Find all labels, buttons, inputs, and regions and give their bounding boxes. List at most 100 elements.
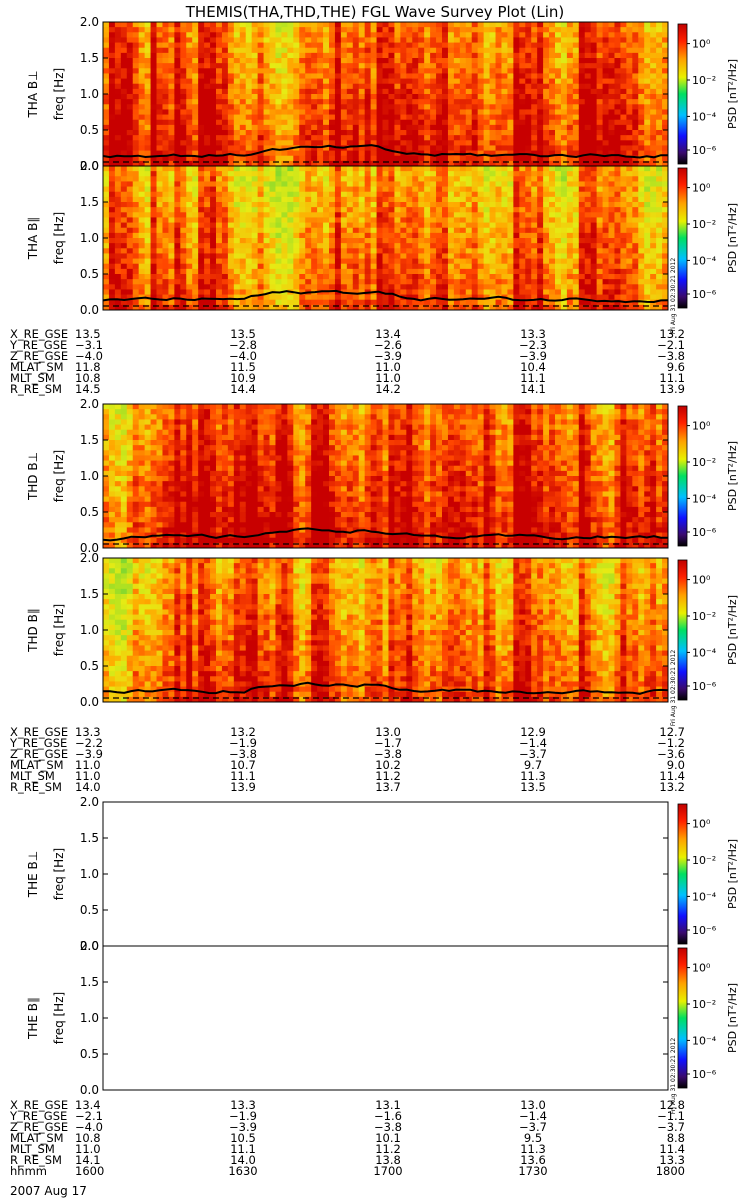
heatmap-cell: [132, 299, 140, 306]
heatmap-cell: [489, 124, 496, 131]
heatmap-cell: [412, 181, 419, 187]
heatmap-cell: [388, 42, 395, 49]
heatmap-cell: [120, 88, 128, 95]
heatmap-cell: [138, 289, 146, 295]
heatmap-cell: [233, 186, 241, 193]
heatmap-cell: [430, 150, 437, 157]
heatmap-cell: [656, 32, 663, 38]
heatmap-cell: [471, 171, 479, 177]
heatmap-cell: [198, 258, 205, 265]
heatmap-cell: [590, 124, 598, 131]
heatmap-cell: [584, 124, 592, 131]
heatmap-cell: [180, 37, 187, 43]
heatmap-cell: [334, 176, 342, 182]
heatmap-cell: [144, 166, 151, 172]
heatmap-cell: [555, 258, 562, 265]
heatmap-cell: [531, 258, 538, 265]
heatmap-cell: [233, 47, 241, 54]
heatmap-cell: [412, 304, 419, 311]
heatmap-cell: [531, 104, 538, 110]
heatmap-cell: [483, 284, 490, 290]
heatmap-cell: [221, 73, 229, 79]
heatmap-cell: [269, 42, 276, 49]
heatmap-cell: [495, 186, 502, 193]
heatmap-cell: [305, 181, 312, 187]
heatmap-cell: [453, 124, 461, 131]
heatmap-cell: [555, 238, 562, 244]
heatmap-cell: [364, 258, 372, 265]
heatmap-cell: [144, 109, 151, 115]
heatmap-cell: [317, 37, 324, 43]
heatmap-cell: [216, 181, 223, 187]
heatmap-cell: [186, 52, 193, 59]
heatmap-cell: [275, 68, 282, 74]
heatmap-cell: [263, 160, 270, 167]
heatmap-cell: [436, 227, 443, 234]
heatmap-cell: [525, 22, 532, 28]
heatmap-cell: [560, 104, 568, 110]
heatmap-cell: [412, 83, 419, 90]
heatmap-cell: [394, 202, 401, 208]
heatmap-cell: [317, 83, 324, 90]
heatmap-cell: [323, 32, 330, 38]
heatmap-cell: [114, 58, 122, 64]
heatmap-cell: [447, 155, 455, 162]
heatmap-cell: [299, 191, 306, 198]
heatmap-cell: [566, 238, 574, 244]
heatmap-cell: [126, 263, 134, 270]
heatmap-cell: [483, 160, 490, 167]
heatmap-cell: [430, 140, 437, 146]
heatmap-cell: [192, 284, 199, 290]
heatmap-cell: [364, 243, 372, 249]
heatmap-cell: [138, 73, 146, 79]
heatmap-cell: [489, 268, 496, 275]
heatmap-cell: [566, 232, 574, 239]
heatmap-cell: [126, 109, 134, 115]
heatmap-cell: [364, 176, 372, 182]
heatmap-cell: [471, 135, 479, 141]
heatmap-cell: [459, 268, 467, 275]
heatmap-cell: [334, 171, 342, 177]
heatmap-cell: [358, 279, 366, 285]
heatmap-cell: [453, 155, 461, 162]
heatmap-cell: [126, 232, 134, 239]
heatmap-cell: [257, 253, 264, 259]
heatmap-cell: [608, 160, 615, 167]
heatmap-cell: [442, 304, 449, 311]
heatmap-cell: [198, 253, 205, 259]
heatmap-cell: [263, 119, 270, 126]
heatmap-cell: [174, 263, 181, 270]
heatmap-cell: [555, 217, 562, 223]
heatmap-cell: [340, 140, 348, 146]
heatmap-cell: [192, 253, 199, 259]
heatmap-cell: [281, 258, 288, 265]
heatmap-cell: [352, 135, 360, 141]
heatmap-cell: [287, 212, 294, 218]
heatmap-cell: [584, 73, 592, 79]
heatmap-cell: [180, 238, 187, 244]
heatmap-cell: [424, 94, 431, 100]
heatmap-cell: [596, 109, 603, 115]
heatmap-cell: [507, 263, 514, 270]
heatmap-cell: [198, 155, 205, 162]
heatmap-cell: [590, 191, 598, 198]
heatmap-cell: [560, 52, 568, 59]
heatmap-cell: [483, 202, 490, 208]
heatmap-cell: [162, 191, 169, 198]
heatmap-cell: [311, 217, 318, 223]
heatmap-cell: [555, 42, 562, 49]
heatmap-cell: [406, 52, 413, 59]
heatmap-cell: [626, 119, 633, 126]
heatmap-cell: [352, 145, 360, 151]
heatmap-cell: [638, 160, 645, 167]
heatmap-cell: [459, 196, 467, 203]
heatmap-cell: [471, 58, 479, 64]
heatmap-cell: [329, 181, 336, 187]
heatmap-cell: [245, 94, 253, 100]
heatmap-cell: [543, 253, 550, 259]
heatmap-cell: [346, 202, 354, 208]
heatmap-cell: [394, 253, 401, 259]
heatmap-cell: [406, 73, 413, 79]
heatmap-cell: [334, 42, 342, 49]
heatmap-cell: [162, 58, 169, 64]
